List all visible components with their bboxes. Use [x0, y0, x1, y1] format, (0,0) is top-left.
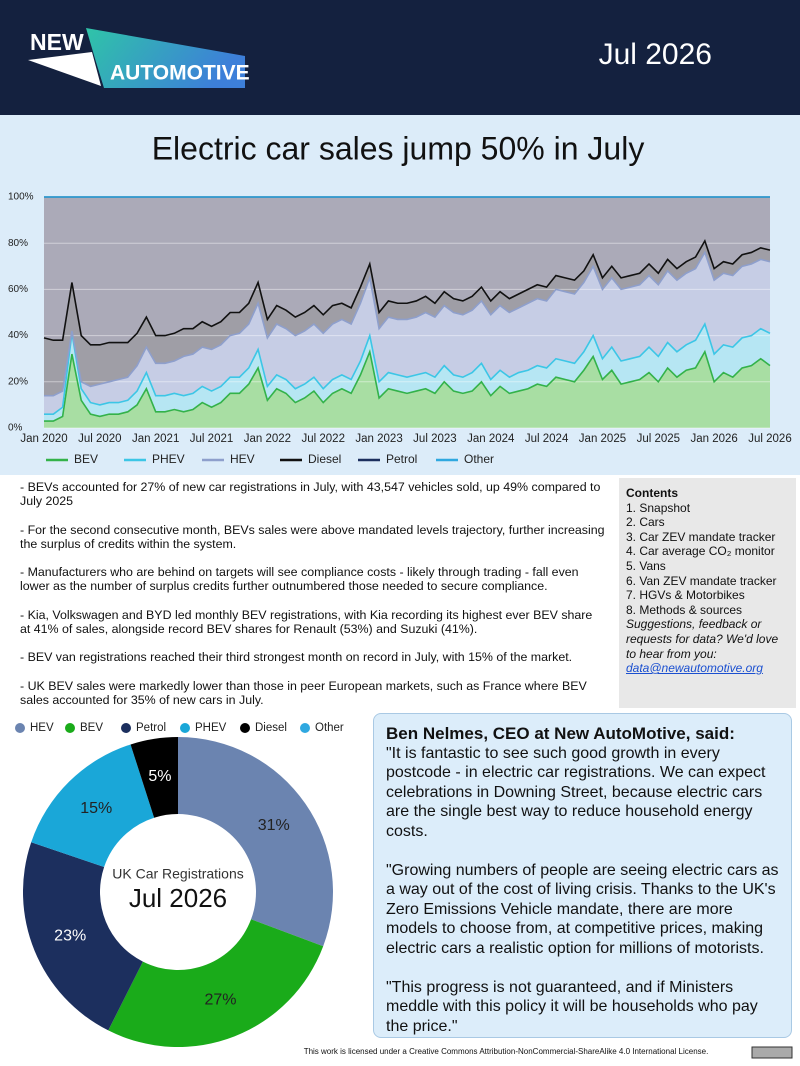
bullet: - Manufacturers who are behind on target… [20, 565, 579, 594]
legend-label: BEV [74, 452, 98, 466]
bullet: - UK BEV sales were markedly lower than … [20, 678, 587, 707]
y-tick-label: 40% [8, 330, 28, 341]
donut-slice [130, 737, 178, 818]
contents-item[interactable]: 4. Car average CO₂ monitor [626, 544, 775, 559]
contents-title: Contents [626, 486, 678, 500]
email-link[interactable]: data@newautomotive.org [626, 661, 763, 676]
contents-box: Contents 1. Snapshot 2. Cars 3. Car ZEV … [619, 478, 796, 708]
contents-item[interactable]: 8. Methods & sources [626, 602, 743, 617]
bullet: - Kia, Volkswagen and BYD led monthly BE… [20, 607, 593, 636]
area [44, 252, 770, 415]
series-line [43, 238, 771, 346]
series-line [44, 322, 771, 415]
x-tick-label: Jul 2020 [78, 433, 121, 445]
legend-label: Diesel [255, 722, 287, 734]
area [44, 351, 770, 428]
x-tick-label: Jan 2021 [132, 433, 179, 445]
x-tick-label: Jul 2025 [637, 433, 680, 445]
area [44, 240, 770, 396]
series-line [44, 250, 771, 397]
x-tick-label: Jul 2024 [525, 433, 569, 445]
quote-box: Ben Nelmes, CEO at New AutoMotive, said:… [373, 713, 792, 1038]
x-tick-label: Jan 2024 [467, 433, 515, 445]
area [44, 197, 770, 345]
bullet: - BEV van registrations reached their th… [20, 650, 573, 665]
legend-label: Diesel [308, 452, 341, 466]
logo-top: NEW [30, 29, 84, 55]
x-tick-label: Jan 2022 [244, 433, 291, 445]
legend-label: Other [315, 722, 344, 734]
bullets: - BEVs accounted for 27% of new car regi… [20, 480, 605, 721]
bullet: - BEVs accounted for 27% of new car regi… [20, 480, 601, 509]
donut-slice [108, 919, 324, 1047]
legend-label: Other [464, 452, 494, 466]
x-tick-label: Jan 2023 [355, 433, 402, 445]
slice-label: 15% [80, 800, 112, 817]
header-date: Jul 2026 [599, 38, 712, 71]
legend-label: PHEV [152, 452, 185, 466]
contents-item[interactable]: 5. Vans [626, 558, 666, 573]
chart-title: Electric car sales jump 50% in July [152, 130, 645, 166]
license: This work is licensed under a Creative C… [304, 1047, 709, 1056]
quote-paragraph: "Growing numbers of people are seeing el… [386, 861, 779, 957]
legend-label: BEV [80, 722, 103, 734]
legend-label: Petrol [386, 452, 417, 466]
series-line [44, 348, 771, 422]
x-tick-label: Jan 2025 [579, 433, 626, 445]
y-tick-label: 80% [8, 238, 28, 249]
contents-note: Suggestions, feedback or requests for da… [626, 617, 779, 661]
cc-badge [751, 1046, 793, 1059]
legend-swatch [121, 723, 131, 733]
x-tick-label: Jul 2026 [748, 433, 791, 445]
quote-paragraph: "It is fantastic to see such good growth… [386, 744, 766, 840]
x-tick-label: Jul 2023 [413, 433, 456, 445]
slice-label: 31% [258, 817, 290, 834]
area [44, 324, 770, 422]
legend-label: PHEV [195, 722, 227, 734]
contents-item[interactable]: 7. HGVs & Motorbikes [626, 588, 745, 603]
contents-item[interactable]: 6. Van ZEV mandate tracker [626, 573, 777, 588]
x-tick-label: Jan 2026 [690, 433, 737, 445]
slice-label: 27% [204, 992, 236, 1009]
x-tick-label: Jul 2022 [301, 433, 344, 445]
legend-swatch [15, 723, 25, 733]
legend-swatch [65, 723, 75, 733]
legend-label: HEV [230, 452, 255, 466]
donut-slice [178, 737, 333, 947]
y-tick-label: 60% [8, 284, 28, 295]
y-tick-label: 100% [8, 192, 34, 203]
logo-bottom: AUTOMOTIVE [110, 62, 250, 85]
legend-label: HEV [30, 722, 54, 734]
x-tick-label: Jul 2021 [190, 433, 233, 445]
center-subtitle: UK Car Registrations [112, 866, 244, 882]
quote-paragraph: "This progress is not guaranteed, and if… [386, 978, 758, 1035]
slice-label: 23% [54, 927, 86, 944]
logo-arrow [28, 52, 101, 86]
contents-item[interactable]: 3. Car ZEV mandate tracker [626, 529, 776, 544]
bullet: - For the second consecutive month, BEVs… [20, 522, 605, 551]
legend-label: Petrol [136, 722, 166, 734]
logo-shape [86, 28, 245, 88]
legend-swatch [240, 723, 250, 733]
slice-label: 5% [148, 768, 171, 785]
donut-slice [22, 842, 143, 1031]
contents-item[interactable]: 1. Snapshot [626, 500, 691, 515]
x-tick-label: Jan 2020 [20, 433, 67, 445]
legend-swatch [180, 723, 190, 733]
y-tick-label: 0% [8, 423, 23, 434]
center-title: Jul 2026 [129, 883, 227, 913]
legend-swatch [300, 723, 310, 733]
donut-slice [31, 744, 155, 867]
quote-heading: Ben Nelmes, CEO at New AutoMotive, said: [386, 724, 735, 743]
y-tick-label: 20% [8, 376, 28, 387]
contents-item[interactable]: 2. Cars [626, 515, 665, 530]
